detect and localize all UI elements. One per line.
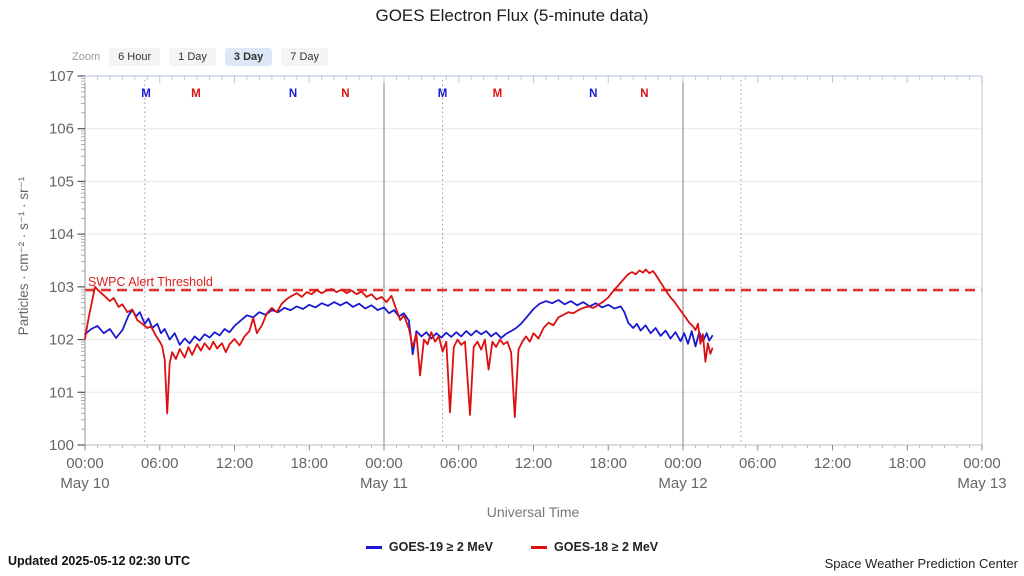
- updated-timestamp: Updated 2025-05-12 02:30 UTC: [8, 554, 191, 568]
- satellite-midnight-marker: M: [141, 88, 151, 100]
- x-tick-label: 00:00: [963, 455, 1001, 472]
- swpc-alert-threshold-label: SWPC Alert Threshold: [88, 275, 213, 289]
- x-tick-label: 12:00: [814, 455, 852, 472]
- x-tick-label: 06:00: [141, 455, 179, 472]
- y-tick-label: 104: [49, 226, 74, 243]
- x-date-label: May 10: [60, 475, 109, 492]
- x-tick-label: 18:00: [290, 455, 328, 472]
- y-tick-label: 105: [49, 173, 74, 190]
- zoom-option-7-day[interactable]: 7 Day: [281, 48, 329, 66]
- y-tick-label: 102: [49, 332, 74, 349]
- legend-series-label: GOES-18 ≥ 2 MeV: [554, 540, 659, 554]
- legend: GOES-19 ≥ 2 MeV GOES-18 ≥ 2 MeV: [0, 540, 1024, 554]
- x-tick-label: 00:00: [664, 455, 702, 472]
- zoom-label: Zoom: [72, 51, 101, 63]
- y-tick-label: 100: [49, 437, 74, 454]
- chart-title: GOES Electron Flux (5-minute data): [375, 6, 649, 25]
- legend-series-label: GOES-19 ≥ 2 MeV: [388, 540, 493, 554]
- zoom-option-6-hour[interactable]: 6 Hour: [109, 48, 161, 66]
- satellite-noon-marker: N: [289, 88, 297, 100]
- x-tick-label: 12:00: [515, 455, 553, 472]
- source-attribution: Space Weather Prediction Center: [824, 556, 1018, 571]
- legend-item[interactable]: GOES-18 ≥ 2 MeV: [531, 540, 658, 554]
- satellite-noon-marker: N: [589, 88, 597, 100]
- x-tick-label: 12:00: [216, 455, 254, 472]
- satellite-midnight-marker: M: [438, 88, 448, 100]
- satellite-noon-marker: N: [341, 88, 349, 100]
- zoom-options: 6 Hour 1 Day 3 Day 7 Day: [109, 48, 329, 66]
- x-date-label: May 11: [360, 475, 408, 492]
- x-tick-label: 06:00: [440, 455, 478, 472]
- x-tick-label: 06:00: [739, 455, 777, 472]
- x-tick-label: 18:00: [888, 455, 926, 472]
- series-goes-18: [84, 268, 714, 419]
- zoom-option-1-day[interactable]: 1 Day: [169, 48, 216, 66]
- legend-item[interactable]: GOES-19 ≥ 2 MeV: [365, 540, 493, 554]
- legend-series-dash-icon: [531, 545, 547, 549]
- zoom-option-3-day[interactable]: 3 Day: [224, 48, 273, 66]
- legend-series-dash-icon: [365, 545, 382, 549]
- y-tick-label: 101: [49, 384, 74, 401]
- x-date-label: May 12: [658, 475, 707, 492]
- x-tick-label: 00:00: [66, 455, 104, 472]
- satellite-midnight-marker: M: [191, 88, 201, 100]
- x-tick-label: 00:00: [365, 455, 403, 472]
- satellite-noon-marker: N: [640, 88, 648, 100]
- y-tick-label: 103: [49, 279, 74, 296]
- x-axis-title: Universal Time: [486, 504, 580, 520]
- x-date-label: May 13: [957, 475, 1006, 492]
- y-axis-title: Particles · cm⁻² · s⁻¹ · sr⁻¹: [16, 176, 31, 336]
- y-tick-label: 106: [49, 121, 74, 138]
- y-tick-label: 107: [49, 68, 74, 85]
- x-tick-label: 18:00: [589, 455, 627, 472]
- series-goes-19: [84, 299, 714, 356]
- zoom-range-selector: Zoom 6 Hour 1 Day 3 Day 7 Day: [72, 48, 329, 66]
- satellite-midnight-marker: M: [493, 88, 503, 100]
